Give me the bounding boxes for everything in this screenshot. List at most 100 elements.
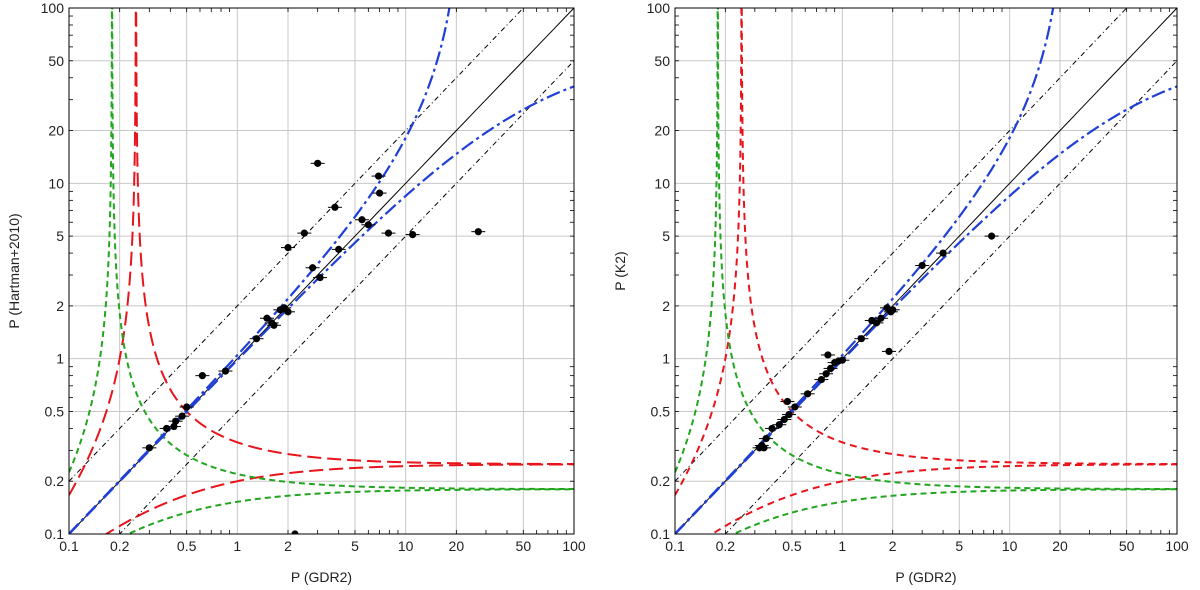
y-tick-label: 0.5: [45, 403, 65, 419]
y-tick-label: 10: [654, 175, 670, 191]
x-tick-label: 50: [516, 538, 532, 554]
data-point: [384, 229, 393, 237]
x-tick-label: 0.5: [782, 538, 802, 554]
data-points: [142, 159, 486, 534]
x-tick-label: 1: [233, 538, 241, 554]
y-tick-label: 1: [662, 351, 670, 367]
data-point: [314, 159, 322, 167]
data-point: [780, 415, 788, 424]
y-tick-label: 50: [48, 53, 64, 69]
y-tick-label: 0.2: [651, 473, 671, 489]
data-point: [988, 232, 996, 240]
y-tick-label: 0.2: [45, 473, 65, 489]
data-point: [785, 410, 793, 419]
minor-ticks: [69, 8, 574, 534]
y-tick-label: 0.5: [651, 403, 671, 419]
right-panel: 0.1 0.2 0.5 1 2 5 10 20 50 100 0.1 0.2 0.5 1 2 5 10 20 50 1…: [612, 0, 1189, 585]
data-point: [885, 347, 893, 356]
data-point: [939, 249, 947, 257]
data-point: [263, 314, 271, 322]
data-point: [760, 444, 768, 452]
x-tick-label: 5: [955, 538, 963, 554]
y-axis-label: P (K2): [612, 251, 628, 290]
x-tick-label: 2: [284, 538, 292, 554]
data-point: [162, 424, 171, 433]
x-tick-label: 10: [398, 538, 414, 554]
x-tick-label: 100: [1165, 538, 1189, 554]
y-tick-label: 20: [654, 123, 670, 139]
data-point: [762, 435, 770, 443]
data-point: [803, 390, 812, 398]
y-tick-label: 0.1: [651, 526, 671, 542]
data-point: [877, 314, 885, 322]
data-points: [752, 232, 999, 452]
red-alias-minus: [675, 8, 1177, 496]
data-point: [335, 245, 343, 253]
red-alias-minus: [69, 8, 574, 496]
data-point: [183, 403, 191, 411]
data-point: [474, 228, 482, 236]
harmonic-half-line: [118, 60, 574, 534]
data-point: [768, 424, 776, 433]
data-point: [270, 321, 278, 329]
data-point: [857, 335, 865, 343]
plot-frame: [68, 7, 575, 535]
red-alias-plus: [104, 463, 574, 534]
y-tick-label: 100: [41, 0, 65, 16]
data-point: [358, 216, 366, 224]
y-tick-label: 20: [48, 123, 64, 139]
plot-frame: [674, 7, 1178, 535]
data-point: [824, 351, 832, 359]
y-tick-label: 100: [647, 0, 671, 16]
data-point: [316, 273, 324, 282]
x-tick-label: 0.1: [665, 538, 685, 554]
data-point: [178, 412, 186, 420]
x-tick-label: 0.1: [59, 538, 79, 554]
x-tick-label: 20: [1052, 538, 1068, 554]
blue-branch-upper: [69, 8, 451, 534]
y-tick-label: 2: [56, 298, 64, 314]
harmonic-2x-line: [69, 8, 525, 482]
data-point: [291, 530, 299, 534]
red-alias-plus: [710, 463, 1177, 534]
identity-line: [69, 8, 574, 534]
data-point: [822, 370, 830, 378]
data-point: [331, 203, 339, 211]
blue-branch-lower: [675, 85, 1177, 534]
data-point: [300, 229, 308, 237]
data-point: [221, 367, 230, 375]
green-alias-minus: [675, 8, 1177, 491]
data-point: [826, 364, 835, 373]
y-tick-label: 2: [662, 298, 670, 314]
data-point: [309, 264, 317, 272]
y-tick-label: 5: [56, 228, 64, 244]
data-point: [817, 375, 826, 384]
x-tick-label: 5: [351, 538, 359, 554]
data-point: [145, 444, 153, 452]
x-tick-label: 0.2: [716, 538, 736, 554]
minor-ticks: [675, 8, 1177, 534]
harmonic-2x-line: [675, 8, 1128, 482]
x-tick-label: 1: [838, 538, 846, 554]
x-tick-label: 20: [449, 538, 465, 554]
y-tick-label: 10: [48, 175, 64, 191]
data-point: [889, 306, 897, 314]
data-point: [872, 319, 881, 327]
data-point: [284, 308, 292, 316]
data-point: [791, 403, 799, 411]
x-tick-label: 100: [562, 538, 586, 554]
green-alias-plus: [731, 488, 1177, 534]
x-tick-label: 0.2: [110, 538, 130, 554]
y-tick-label: 5: [662, 228, 670, 244]
curves: [69, 8, 574, 534]
tick-labels: 0.1 0.2 0.5 1 2 5 10 20 50 100 0.1 0.2 0.5 1 2 5 10 20 50 1…: [41, 0, 586, 554]
data-point: [374, 172, 383, 180]
data-point: [252, 335, 261, 343]
harmonic-half-line: [724, 60, 1177, 534]
blue-branch-upper: [675, 8, 1055, 534]
green-alias-minus: [69, 8, 574, 491]
y-tick-label: 50: [654, 53, 670, 69]
x-tick-label: 2: [889, 538, 897, 554]
data-point: [918, 261, 926, 270]
